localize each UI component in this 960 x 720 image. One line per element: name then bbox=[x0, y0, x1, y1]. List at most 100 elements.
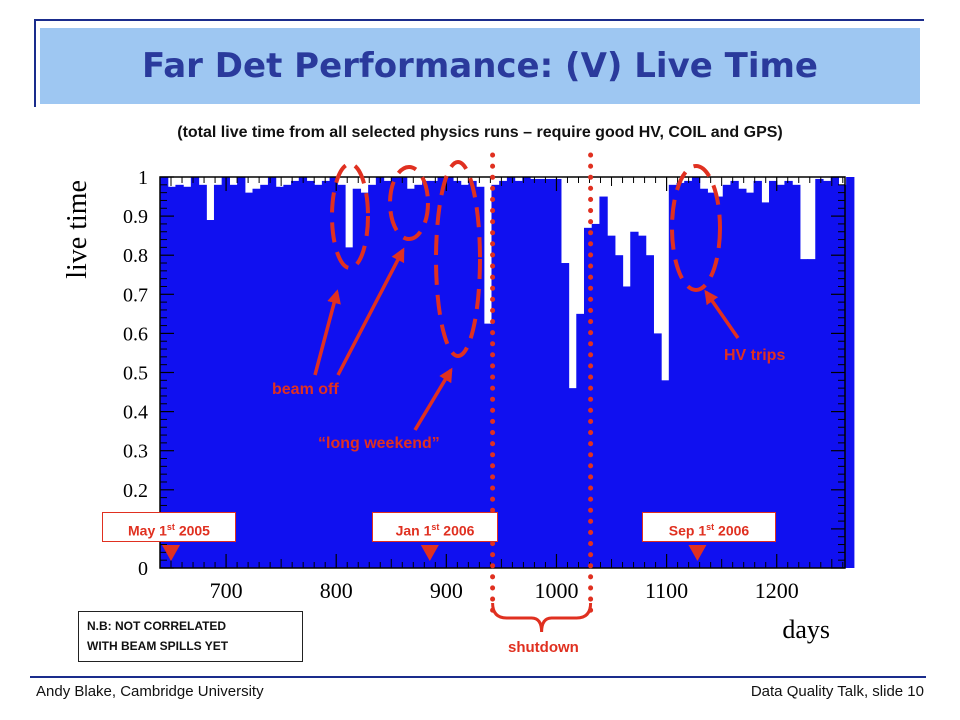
note-line-2: WITH BEAM SPILLS YET bbox=[87, 639, 229, 653]
x-axis-title: days bbox=[782, 615, 830, 644]
bar bbox=[414, 184, 423, 568]
bar bbox=[213, 184, 223, 568]
footer-rule bbox=[30, 676, 926, 678]
y-tick-label: 0.7 bbox=[123, 284, 148, 306]
date-marker-sup: st bbox=[431, 522, 440, 532]
bar bbox=[846, 177, 855, 568]
bar bbox=[398, 177, 408, 568]
highlight-ellipse bbox=[670, 164, 722, 292]
bar bbox=[630, 231, 639, 569]
bar bbox=[583, 227, 593, 568]
bar bbox=[653, 333, 662, 568]
bar bbox=[283, 184, 292, 568]
annotation-arrow bbox=[704, 289, 740, 339]
bar bbox=[637, 235, 647, 568]
bar bbox=[707, 192, 716, 568]
bar bbox=[352, 188, 362, 569]
bar bbox=[537, 178, 547, 568]
bar bbox=[715, 196, 724, 569]
bar bbox=[522, 177, 531, 568]
bar bbox=[745, 192, 755, 568]
bar bbox=[483, 323, 493, 568]
bar bbox=[452, 180, 462, 568]
bar bbox=[807, 259, 816, 568]
annotation-arrow bbox=[336, 247, 405, 376]
bar bbox=[167, 186, 177, 568]
bar bbox=[599, 196, 608, 569]
bar bbox=[661, 380, 670, 568]
bar bbox=[769, 180, 778, 568]
bar bbox=[314, 184, 323, 568]
date-marker-tail: 2006 bbox=[714, 522, 750, 539]
plot-layer: 00.10.20.30.40.50.60.70.80.9170080090010… bbox=[62, 167, 855, 644]
y-tick-label: 0.6 bbox=[123, 323, 148, 345]
bar bbox=[468, 180, 477, 568]
bar bbox=[514, 180, 523, 568]
title-bar bbox=[40, 28, 920, 104]
bar bbox=[275, 186, 284, 568]
y-tick-label: 0.8 bbox=[123, 245, 148, 267]
bar bbox=[545, 178, 554, 568]
bar bbox=[422, 180, 431, 568]
bar bbox=[267, 177, 277, 568]
bar bbox=[792, 184, 801, 568]
note-line-1: N.B: NOT CORRELATED bbox=[87, 619, 227, 633]
date-marker-tail: 2005 bbox=[174, 522, 210, 539]
bar bbox=[799, 259, 809, 568]
bar bbox=[321, 180, 331, 568]
bar bbox=[738, 188, 747, 569]
bar bbox=[553, 178, 562, 568]
annotation-arrow bbox=[313, 289, 341, 376]
highlight-ellipse bbox=[434, 160, 482, 358]
bar bbox=[190, 177, 200, 568]
date-marker-triangle bbox=[162, 545, 181, 561]
date-marker-sep-2006: Sep 1st 2006 bbox=[642, 512, 776, 542]
bar bbox=[183, 186, 192, 568]
date-marker-triangle bbox=[688, 545, 707, 561]
bar bbox=[838, 184, 847, 568]
slide-subtitle: (total live time from all selected physi… bbox=[177, 124, 783, 141]
slide-title: Far Det Performance: (V) Live Time bbox=[142, 46, 818, 86]
date-marker-jan-2006: Jan 1st 2006 bbox=[372, 512, 498, 542]
highlight-ellipse bbox=[388, 165, 430, 241]
bar bbox=[383, 180, 392, 568]
bar bbox=[329, 177, 338, 568]
y-tick-label: 0.5 bbox=[123, 363, 148, 385]
date-marker-sup: st bbox=[706, 522, 715, 532]
bar bbox=[591, 223, 601, 569]
bar bbox=[691, 177, 701, 568]
beam-off-label: beam off bbox=[272, 381, 339, 398]
bar bbox=[776, 184, 786, 568]
x-tick-label: 700 bbox=[210, 578, 243, 603]
hv-trips-label: HV trips bbox=[724, 347, 786, 364]
date-marker-may-2005: May 1st 2005 bbox=[102, 512, 236, 542]
bar bbox=[784, 180, 793, 568]
bar bbox=[175, 184, 184, 568]
shutdown-label: shutdown bbox=[508, 639, 579, 656]
bar bbox=[499, 180, 508, 568]
bar bbox=[375, 177, 385, 568]
bar bbox=[229, 184, 238, 568]
date-marker-base: Jan 1 bbox=[395, 522, 432, 539]
bar bbox=[676, 182, 685, 569]
shutdown-brace bbox=[491, 602, 593, 633]
bar bbox=[761, 202, 770, 569]
bar bbox=[614, 255, 624, 568]
bar bbox=[244, 192, 254, 568]
bar bbox=[368, 184, 377, 568]
y-tick-label: 0.9 bbox=[123, 206, 148, 228]
y-tick-label: 0.2 bbox=[123, 480, 148, 502]
bar bbox=[429, 180, 439, 568]
y-tick-label: 0.4 bbox=[123, 402, 148, 424]
bar bbox=[684, 180, 693, 568]
footer-slide-number: Data Quality Talk, slide 10 bbox=[750, 683, 924, 700]
bar bbox=[622, 286, 631, 568]
bar bbox=[645, 255, 654, 568]
y-tick-label: 0 bbox=[138, 558, 148, 580]
bar bbox=[822, 180, 832, 568]
date-marker-tail: 2006 bbox=[439, 522, 475, 539]
footer-author: Andy Blake, Cambridge University bbox=[36, 683, 264, 700]
bar bbox=[252, 188, 261, 569]
x-tick-label: 800 bbox=[320, 578, 353, 603]
